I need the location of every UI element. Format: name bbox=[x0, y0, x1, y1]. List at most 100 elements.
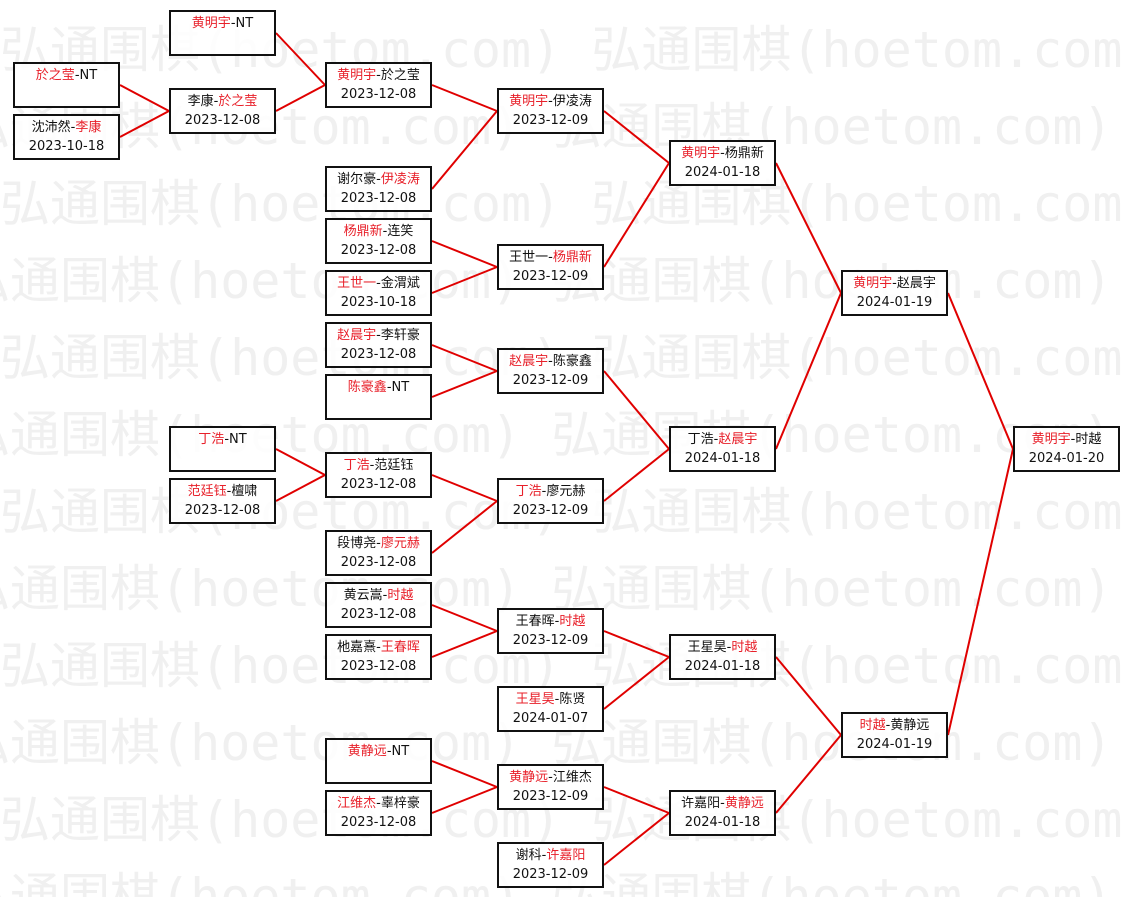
match-players: 黄静远-江维杰 bbox=[499, 768, 602, 787]
connector-line bbox=[603, 656, 670, 710]
separator: - bbox=[386, 380, 392, 395]
connector-line bbox=[431, 630, 498, 658]
match-players: 王世一-金渭斌 bbox=[327, 274, 430, 293]
separator: - bbox=[376, 640, 381, 655]
match-players: 杝嘉熹-王春晖 bbox=[327, 638, 430, 657]
separator: - bbox=[554, 614, 560, 629]
match-date: 2023-12-08 bbox=[340, 555, 417, 570]
player-a: 黄静远 bbox=[509, 770, 549, 785]
player-a: 丁浩 bbox=[687, 432, 714, 447]
match-players: 丁浩-NT bbox=[171, 430, 274, 449]
match-players: 於之莹-NT bbox=[15, 66, 118, 85]
connector-line bbox=[603, 110, 670, 164]
player-b: 连笑 bbox=[387, 224, 414, 239]
match-box: 黄云嵩-时越 2023-12-08 bbox=[325, 582, 432, 628]
player-b: 王春晖 bbox=[380, 640, 420, 655]
player-a: 黄明宇 bbox=[681, 146, 721, 161]
match-date: 2024-01-19 bbox=[856, 737, 933, 752]
match-box: 黄静远-NT bbox=[325, 738, 432, 784]
match-players: 段博尧-廖元赫 bbox=[327, 534, 430, 553]
match-date: 2024-01-18 bbox=[684, 165, 761, 180]
player-a: 王星昊 bbox=[687, 640, 727, 655]
player-a: 赵晨宇 bbox=[509, 354, 549, 369]
player-b: NT bbox=[235, 16, 254, 31]
player-a: 杝嘉熹 bbox=[337, 640, 377, 655]
player-a: 王世一 bbox=[337, 276, 377, 291]
connector-line bbox=[275, 474, 326, 502]
connector-line bbox=[775, 656, 842, 736]
match-players: 黄云嵩-时越 bbox=[327, 586, 430, 605]
match-box: 丁浩-赵晨宇 2024-01-18 bbox=[669, 426, 776, 472]
player-b: 黄静远 bbox=[890, 718, 930, 733]
player-a: 黄明宇 bbox=[509, 94, 549, 109]
match-players: 王春晖-时越 bbox=[499, 612, 602, 631]
player-b: 黄静远 bbox=[724, 796, 764, 811]
connector-line bbox=[431, 84, 498, 112]
player-b: 廖元赫 bbox=[380, 536, 420, 551]
match-box: 王春晖-时越 2023-12-09 bbox=[497, 608, 604, 654]
player-a: 丁浩 bbox=[515, 484, 542, 499]
separator: - bbox=[230, 16, 236, 31]
match-box: 王世一-杨鼎新 2023-12-09 bbox=[497, 244, 604, 290]
match-date: 2023-12-08 bbox=[340, 659, 417, 674]
player-a: 谢尔豪 bbox=[337, 172, 377, 187]
match-box: 丁浩-范廷钰 2023-12-08 bbox=[325, 452, 432, 498]
separator: - bbox=[226, 484, 232, 499]
match-date: 2023-12-08 bbox=[340, 815, 417, 830]
match-date: 2023-12-08 bbox=[184, 503, 261, 518]
match-date: 2023-12-08 bbox=[340, 191, 417, 206]
match-players: 许嘉阳-黄静远 bbox=[671, 794, 774, 813]
match-date: 2023-12-09 bbox=[512, 633, 589, 648]
player-a: 黄明宇 bbox=[191, 16, 231, 31]
player-a: 范廷钰 bbox=[187, 484, 227, 499]
player-b: 於之莹 bbox=[380, 68, 420, 83]
player-b: 时越 bbox=[387, 588, 414, 603]
match-players: 赵晨宇-李轩豪 bbox=[327, 326, 430, 345]
match-date: 2023-12-09 bbox=[512, 503, 589, 518]
match-box: 赵晨宇-陈豪鑫 2023-12-09 bbox=[497, 348, 604, 394]
match-date: 2023-12-09 bbox=[512, 373, 589, 388]
match-players: 沈沛然-李康 bbox=[15, 118, 118, 137]
player-b: 时越 bbox=[731, 640, 758, 655]
match-box: 黄静远-江维杰 2023-12-09 bbox=[497, 764, 604, 810]
separator: - bbox=[548, 250, 553, 265]
connector-line bbox=[275, 32, 326, 86]
player-b: 金渭斌 bbox=[380, 276, 420, 291]
match-box: 黄明宇-杨鼎新 2024-01-18 bbox=[669, 140, 776, 186]
player-a: 黄明宇 bbox=[1031, 432, 1071, 447]
separator: - bbox=[376, 172, 381, 187]
separator: - bbox=[541, 848, 547, 863]
match-players: 丁浩-廖元赫 bbox=[499, 482, 602, 501]
match-players: 黄明宇-赵晨宇 bbox=[843, 274, 946, 293]
match-players: 黄明宇-於之莹 bbox=[327, 66, 430, 85]
player-b: 赵晨宇 bbox=[718, 432, 758, 447]
player-a: 王世一 bbox=[509, 250, 549, 265]
separator: - bbox=[885, 718, 891, 733]
separator: - bbox=[213, 94, 219, 109]
match-box: 黄明宇-伊凌涛 2023-12-09 bbox=[497, 88, 604, 134]
match-box: 谢尔豪-伊凌涛 2023-12-08 bbox=[325, 166, 432, 212]
match-box: 丁浩-廖元赫 2023-12-09 bbox=[497, 478, 604, 524]
match-date: 2024-01-18 bbox=[684, 815, 761, 830]
connector-line bbox=[119, 110, 170, 138]
match-date: 2023-12-08 bbox=[340, 243, 417, 258]
player-b: 辜梓豪 bbox=[380, 796, 420, 811]
separator: - bbox=[386, 744, 392, 759]
separator: - bbox=[720, 796, 725, 811]
player-a: 段博尧 bbox=[337, 536, 377, 551]
match-players: 黄明宇-时越 bbox=[1015, 430, 1118, 449]
connector-line bbox=[119, 84, 170, 112]
separator: - bbox=[74, 68, 80, 83]
player-b: NT bbox=[79, 68, 98, 83]
match-box: 黄明宇-赵晨宇 2024-01-19 bbox=[841, 270, 948, 316]
match-players: 陈豪鑫-NT bbox=[327, 378, 430, 397]
match-date: 2023-12-09 bbox=[512, 867, 589, 882]
player-a: 於之莹 bbox=[35, 68, 75, 83]
player-a: 丁浩 bbox=[343, 458, 370, 473]
player-b: NT bbox=[391, 380, 410, 395]
match-box: 丁浩-NT bbox=[169, 426, 276, 472]
match-players: 江维杰-辜梓豪 bbox=[327, 794, 430, 813]
separator: - bbox=[726, 640, 732, 655]
separator: - bbox=[548, 94, 553, 109]
